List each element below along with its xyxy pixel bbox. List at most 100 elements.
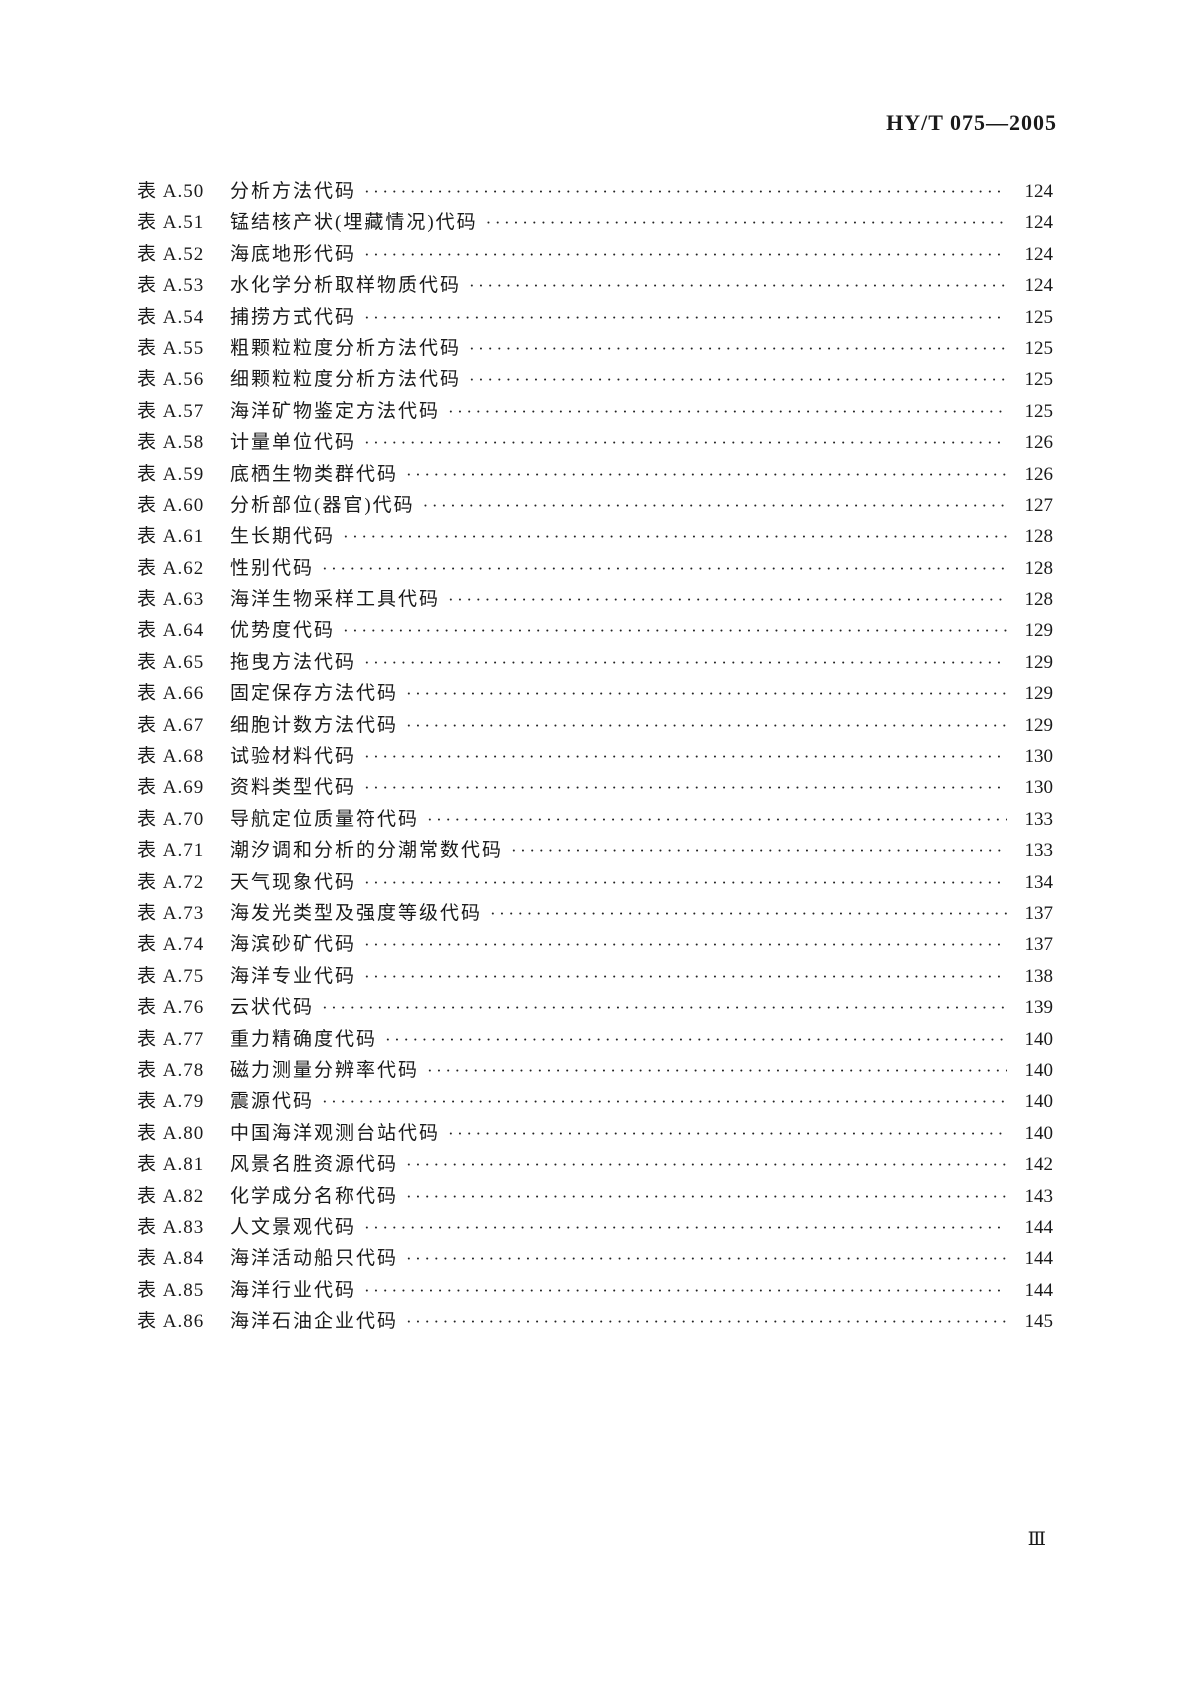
toc-entry-title: 中国海洋观测台站代码 [230,1122,441,1144]
toc-entry-page: 144 [1024,1248,1054,1270]
document-footer: Ⅲ [1028,1528,1047,1551]
toc-entry-label: 表 A.56 [137,369,205,391]
dot-leader [364,1217,1007,1239]
dot-leader [448,1123,1007,1145]
toc-entry: 表 A.64 优势度代码 129 [137,615,1053,646]
toc-entry-title: 分析方法代码 [230,181,357,202]
toc-entry-label: 表 A.55 [137,337,205,359]
toc-entry-label: 表 A.71 [137,840,205,862]
dot-leader [343,526,1007,548]
dot-leader [364,777,1007,799]
toc-entry: 表 A.58 计量单位代码 126 [137,427,1053,458]
toc-entry-label: 表 A.57 [137,400,205,422]
toc-entry-label: 表 A.83 [137,1216,205,1238]
toc-entry: 表 A.79 震源代码 140 [137,1086,1053,1117]
toc-entry: 表 A.67 细胞计数方法代码 129 [137,710,1053,741]
toc-entry-title: 化学成分名称代码 [230,1185,399,1207]
toc-entry-title: 细颗粒粒度分析方法代码 [230,369,462,391]
toc-entry-page: 133 [1024,840,1054,862]
toc-entry-page: 133 [1024,808,1054,830]
toc-entry: 表 A.68 试验材料代码 130 [137,741,1053,772]
toc-entry-page: 129 [1024,683,1054,705]
toc-entry-title: 云状代码 [230,997,315,1019]
dot-leader [364,934,1007,956]
toc-entry: 表 A.55 粗颗粒粒度分析方法代码 125 [137,333,1053,364]
page-number: Ⅲ [1027,1529,1047,1550]
toc-entry: 表 A.78 磁力测量分辨率代码 140 [137,1055,1053,1086]
toc-entry-label: 表 A.53 [137,275,205,297]
toc-entry-label: 表 A.51 [137,212,205,234]
toc-entry-title: 优势度代码 [230,620,336,642]
dot-leader [364,746,1007,768]
toc-entry-page: 125 [1024,306,1054,328]
dot-leader [343,620,1007,642]
dot-leader [448,589,1007,611]
toc-entry-page: 129 [1024,620,1054,642]
toc-entry-title: 海洋石油企业代码 [230,1311,399,1333]
toc-entry-label: 表 A.82 [137,1185,205,1207]
toc-entry-title: 震源代码 [230,1091,315,1113]
toc-entry: 表 A.56 细颗粒粒度分析方法代码 125 [137,364,1053,395]
toc-entry-page: 144 [1024,1279,1054,1301]
toc-entry-label: 表 A.75 [137,965,205,987]
toc-entry: 表 A.63 海洋生物采样工具代码 128 [137,584,1053,615]
toc-entry-label: 表 A.72 [137,871,205,893]
toc-entry-page: 137 [1024,902,1054,924]
toc-entry-page: 128 [1024,589,1054,611]
dot-leader [322,558,1007,580]
toc-entry-label: 表 A.60 [137,494,205,516]
dot-leader [406,1154,1007,1176]
toc-entry-page: 124 [1024,243,1054,265]
toc-entry: 表 A.59 底栖生物类群代码 126 [137,459,1053,490]
table-of-contents: 表 A.50 分析方法代码 124 表 A.51 锰结核产状(埋藏情况)代码 1… [137,176,1053,1337]
toc-entry-label: 表 A.84 [137,1248,205,1270]
toc-entry-label: 表 A.74 [137,934,205,956]
dot-leader [423,495,1007,517]
toc-entry: 表 A.74 海滨砂矿代码 137 [137,929,1053,960]
toc-entry-title: 海发光类型及强度等级代码 [230,902,483,924]
toc-entry: 表 A.57 海洋矿物鉴定方法代码 125 [137,396,1053,427]
toc-entry-title: 计量单位代码 [230,432,357,454]
toc-entry-page: 130 [1024,777,1054,799]
toc-entry-title: 生长期代码 [230,526,336,548]
toc-entry-title: 捕捞方式代码 [230,306,357,328]
toc-entry: 表 A.65 拖曳方法代码 129 [137,647,1053,678]
toc-entry-title: 粗颗粒粒度分析方法代码 [230,337,462,359]
toc-entry-title: 海洋行业代码 [230,1279,357,1301]
toc-entry-page: 144 [1024,1216,1054,1238]
toc-entry-page: 142 [1024,1154,1054,1176]
toc-entry-page: 124 [1024,212,1054,234]
dot-leader [364,966,1007,988]
toc-entry-page: 140 [1024,1091,1054,1113]
toc-entry-title: 重力精确度代码 [230,1028,378,1050]
toc-entry-title: 海洋矿物鉴定方法代码 [230,400,441,422]
dot-leader [385,1029,1007,1051]
toc-entry-label: 表 A.65 [137,651,205,673]
toc-entry-label: 表 A.67 [137,714,205,736]
toc-entry-page: 145 [1024,1311,1054,1333]
toc-entry-page: 127 [1024,494,1054,516]
toc-entry-page: 128 [1024,526,1054,548]
toc-entry-label: 表 A.80 [137,1122,205,1144]
toc-entry-label: 表 A.62 [137,557,205,579]
dot-leader [406,683,1007,705]
dot-leader [364,872,1007,894]
toc-entry-page: 134 [1024,871,1054,893]
toc-entry: 表 A.75 海洋专业代码 138 [137,961,1053,992]
toc-entry: 表 A.73 海发光类型及强度等级代码 137 [137,898,1053,929]
toc-entry-title: 分析部位(器官)代码 [230,494,415,516]
toc-entry: 表 A.85 海洋行业代码 144 [137,1275,1053,1306]
dot-leader [406,1186,1007,1208]
toc-entry-page: 125 [1024,369,1054,391]
dot-leader [448,401,1007,423]
dot-leader [511,840,1007,862]
toc-entry-page: 126 [1024,463,1054,485]
toc-entry-page: 138 [1024,965,1054,987]
toc-entry-label: 表 A.79 [137,1091,205,1113]
dot-leader [490,903,1007,925]
toc-entry: 表 A.61 生长期代码 128 [137,521,1053,552]
toc-entry-label: 表 A.81 [137,1154,205,1176]
toc-entry-label: 表 A.70 [137,808,205,830]
toc-entry-page: 129 [1024,651,1054,673]
